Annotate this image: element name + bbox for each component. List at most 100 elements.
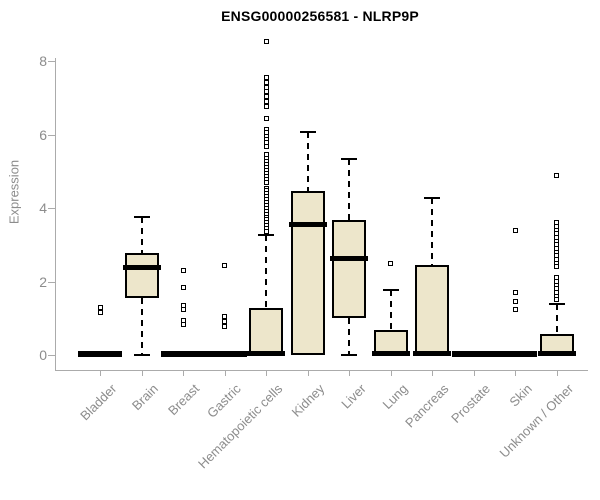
outlier-point [263,180,269,185]
x-tick [432,370,433,376]
x-axis-line [55,370,588,371]
x-tick-label: Brain [129,381,162,414]
upper-whisker-cap [382,289,399,292]
y-tick [48,134,55,136]
outlier-point [180,268,186,274]
chart-title: ENSG00000256581 - NLRP9P [221,8,419,24]
median-line [371,351,410,357]
flat-box [202,351,247,357]
x-tick [515,370,516,376]
lower-whisker-cap [341,354,357,356]
x-tick [266,370,267,376]
upper-whisker [348,159,350,220]
upper-whisker-cap [548,302,565,305]
x-tick-label: Liver [338,381,369,412]
box-iqr [332,219,366,319]
y-tick [48,208,55,210]
x-tick [100,370,101,376]
lower-whisker [140,298,143,355]
y-tick [48,355,55,356]
box-iqr [124,252,159,299]
median-line [288,221,327,227]
flat-box [493,351,537,357]
x-tick-label: Lung [379,381,411,413]
outlier-point [180,284,186,290]
upper-whisker-cap [424,197,440,200]
outlier-point [554,296,559,302]
x-tick-label: Skin [506,381,535,410]
y-tick-label: 6 [39,126,47,143]
outlier-point [512,299,518,305]
x-tick-label: Bladder [77,381,120,424]
outlier-point [263,93,269,99]
outlier-point [263,229,269,235]
median-line [122,264,161,270]
flat-box [451,351,496,357]
outlier-point [263,144,269,150]
median-line [413,351,451,357]
outlier-point [554,172,559,178]
upper-whisker [555,303,558,334]
upper-whisker [306,131,309,191]
box-iqr [290,190,325,355]
outlier-point [263,103,269,109]
outlier-point [512,290,518,296]
flat-box [78,351,122,357]
y-axis-line [55,58,56,370]
upper-whisker-cap [258,233,274,236]
outlier-point [554,263,559,269]
flat-box [161,351,205,357]
upper-whisker [431,198,433,266]
outlier-point [180,322,186,328]
x-tick-label: Gastric [204,381,245,421]
outlier-point [263,75,269,81]
x-tick-label: Breast [165,381,203,419]
outlier-point [222,323,227,329]
y-tick-label: 4 [39,200,47,217]
outlier-point [388,260,393,266]
upper-whisker-cap [133,216,150,219]
x-tick-label: Prostate [448,381,494,426]
box-iqr [415,265,449,355]
y-tick [48,61,55,63]
x-tick [224,370,226,376]
x-tick [473,370,475,376]
upper-whisker [389,290,392,331]
outlier-point [97,309,103,315]
y-tick-label: 2 [39,273,47,290]
outlier-point [222,313,227,319]
outlier-point [180,317,186,323]
lower-whisker-cap [133,354,150,356]
x-tick [556,370,558,376]
outlier-point [512,227,518,233]
upper-whisker-cap [341,158,357,161]
outlier-point [263,115,269,121]
y-tick [48,281,55,283]
upper-whisker [140,217,143,253]
upper-whisker-cap [299,130,316,133]
median-line [247,351,285,357]
y-tick-label: 8 [39,53,47,70]
lower-whisker [348,318,350,355]
x-tick [307,370,309,376]
x-tick-label: Unknown / Other [496,381,577,461]
upper-whisker [265,234,267,309]
outlier-point [263,84,269,90]
box-iqr [249,308,283,355]
x-tick-label: Pancreas [402,381,452,431]
x-tick [141,370,143,376]
y-tick-label: 0 [39,347,47,363]
median-line [330,256,368,262]
outlier-point [97,304,103,310]
outlier-point [512,306,518,312]
outlier-point [222,262,227,268]
x-tick [183,370,184,376]
outlier-point [263,38,269,44]
x-tick [390,370,392,376]
median-line [537,351,576,357]
x-tick [349,370,350,376]
outlier-point [263,98,269,104]
x-tick-label: Kidney [288,381,328,420]
